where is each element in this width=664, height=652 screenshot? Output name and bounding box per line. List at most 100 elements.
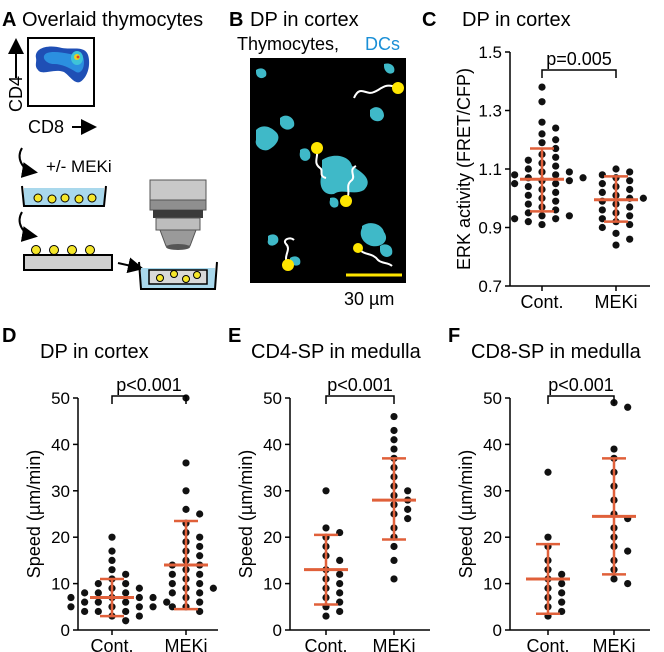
data-point — [122, 617, 130, 625]
data-point — [196, 570, 204, 578]
data-point — [390, 445, 398, 453]
data-point — [81, 589, 89, 597]
thymocyte-dot — [85, 245, 95, 255]
data-point — [81, 598, 89, 606]
data-point — [524, 191, 532, 199]
data-point — [336, 580, 344, 588]
data-point — [94, 580, 102, 588]
y-tick-label: 0.7 — [478, 277, 502, 296]
data-point — [108, 556, 116, 565]
data-point — [544, 468, 552, 476]
objective-icon — [149, 179, 207, 250]
data-point — [390, 575, 398, 583]
flow-density-peak — [76, 55, 80, 59]
p-value-label: p<0.001 — [116, 375, 182, 395]
data-point — [624, 547, 632, 555]
thymocyte-dot — [193, 271, 201, 279]
data-point — [598, 180, 606, 188]
thymocyte-dot — [182, 275, 190, 283]
dc-cell — [384, 63, 395, 74]
thymocyte-dot — [170, 270, 178, 278]
dc-cell — [370, 107, 384, 122]
y-tick-label: 30 — [263, 482, 282, 501]
panel-b: B DP in cortex Thymocytes, DCs — [229, 9, 406, 309]
data-point — [149, 603, 157, 611]
data-point — [135, 603, 143, 611]
data-point — [565, 212, 573, 220]
thymocyte-dot — [33, 193, 43, 203]
dish-well — [21, 185, 107, 207]
data-point — [404, 505, 412, 513]
panel-c-title: DP in cortex — [462, 9, 571, 31]
data-point — [135, 593, 143, 602]
objective-body — [155, 217, 201, 231]
data-point — [538, 98, 546, 106]
data-point — [598, 206, 606, 214]
data-point — [122, 570, 130, 578]
data-point — [122, 589, 130, 597]
dc-cell — [267, 234, 279, 246]
thymocyte-dot — [74, 194, 84, 204]
y-tick-label: 20 — [483, 528, 502, 547]
data-point — [626, 212, 634, 220]
data-point — [336, 556, 344, 565]
panel-e: E CD4-SP in medulla 0 10 20 30 40 50 Speed (µm… — [228, 325, 430, 652]
data-point — [624, 580, 632, 588]
panel-b-letter: B — [229, 9, 243, 31]
y-tick-label: 0 — [273, 621, 282, 640]
data-point — [336, 589, 344, 597]
category-label: MEKi — [594, 292, 637, 312]
panel-f-title: CD8-SP in medulla — [471, 341, 642, 363]
data-point — [196, 542, 204, 551]
data-point — [612, 229, 620, 237]
dc-cell — [255, 126, 279, 151]
y-axis-title: Speed (µm/min) — [24, 450, 44, 578]
data-point — [626, 168, 634, 176]
y-axis-title: Speed (µm/min) — [456, 450, 476, 578]
category-label: MEKi — [164, 636, 207, 652]
data-point — [81, 607, 89, 616]
dc-cells — [255, 63, 395, 266]
data-point — [524, 156, 532, 164]
y-tick-label: 40 — [263, 435, 282, 454]
data-point — [94, 598, 102, 606]
dcs-legend-label: DCs — [365, 34, 400, 54]
data-point — [624, 403, 632, 411]
data-point — [182, 487, 190, 495]
thymocyte-dot — [49, 245, 59, 255]
thymocyte-dot — [60, 193, 70, 203]
data-point — [639, 194, 647, 202]
curved-arrow-1 — [18, 147, 38, 178]
data-point — [511, 171, 519, 179]
y-tick-label: 0 — [493, 621, 502, 640]
panel-d-chart: 0 10 20 30 40 50 Speed (µm/min) Cont. MEKi p<0.00… — [24, 375, 218, 652]
data-point — [196, 580, 204, 588]
cd8-axis-label: CD8 — [28, 117, 64, 137]
data-point — [94, 607, 102, 616]
data-point — [610, 575, 618, 583]
y-tick-label: 50 — [51, 389, 70, 408]
data-point — [552, 136, 560, 144]
data-point — [552, 197, 560, 205]
data-point — [322, 487, 330, 495]
data-point — [135, 584, 143, 592]
dc-cell — [256, 68, 267, 79]
thymocyte-marker — [353, 243, 363, 253]
data-point — [168, 589, 176, 597]
data-point — [196, 598, 204, 606]
data-point — [565, 168, 573, 176]
objective-nose — [159, 229, 197, 247]
data-point — [552, 144, 560, 153]
dc-cell — [360, 223, 387, 247]
data-point — [610, 445, 618, 453]
category-label: Cont. — [304, 636, 347, 652]
data-point — [552, 180, 560, 188]
panel-d-title: DP in cortex — [40, 341, 149, 363]
panel-f-letter: F — [448, 325, 460, 347]
panel-e-letter: E — [228, 325, 241, 347]
data-point — [135, 612, 143, 620]
data-point — [552, 215, 560, 223]
imaging-dish — [138, 261, 218, 290]
cell-track — [315, 147, 327, 179]
